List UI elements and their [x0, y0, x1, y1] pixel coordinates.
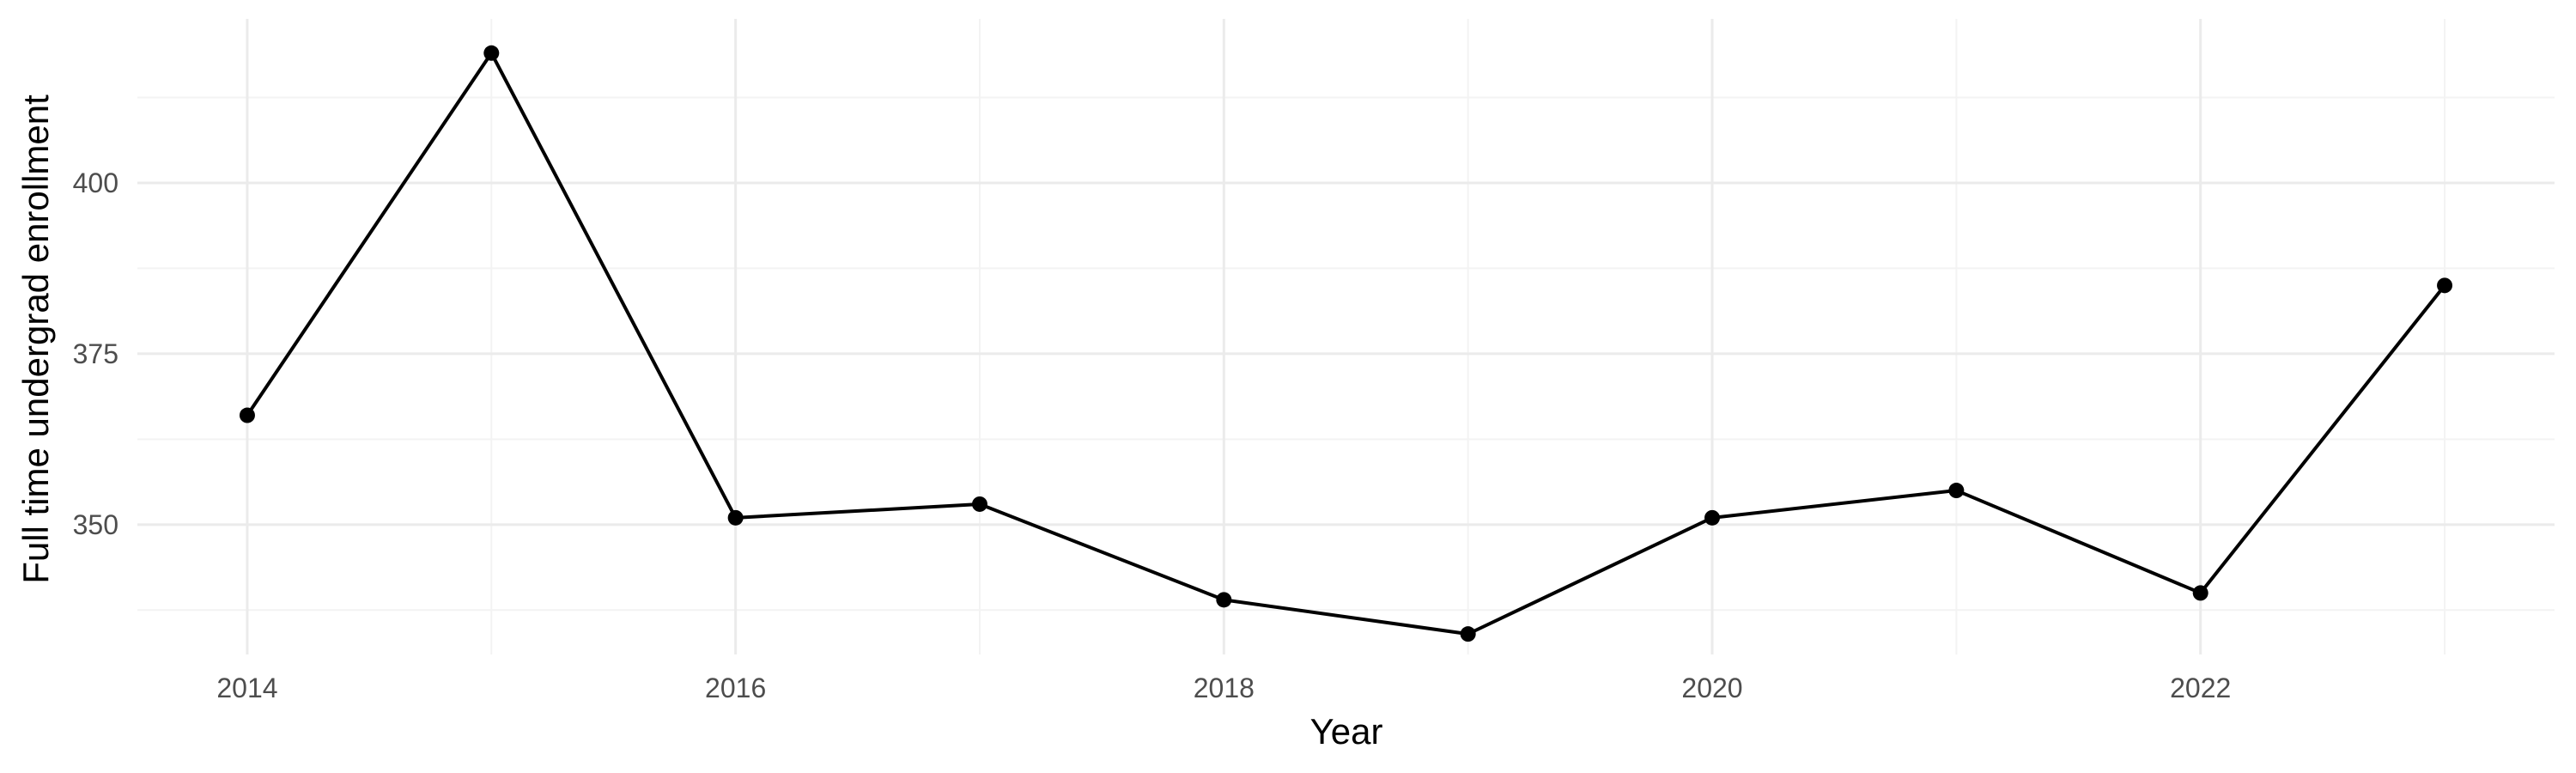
points-layer [239, 45, 2453, 642]
x-tick-label: 2022 [2170, 673, 2231, 703]
x-tick-label: 2016 [705, 673, 766, 703]
y-tick-label: 400 [73, 167, 118, 198]
minor-gridlines [137, 19, 2555, 654]
series-layer [246, 51, 2446, 636]
y-axis-title: Full time undergrad enrollment [15, 94, 56, 584]
x-tick-label: 2020 [1681, 673, 1742, 703]
data-point [727, 509, 744, 526]
y-tick-label: 375 [73, 338, 118, 369]
data-point [239, 407, 255, 423]
x-axis-title: Year [1310, 711, 1383, 752]
x-tick-label: 2014 [216, 673, 277, 703]
data-point [1460, 626, 1476, 642]
x-axis-ticks: 2014 2016 2018 2020 2022 [216, 673, 2231, 703]
data-point [1948, 483, 1965, 499]
data-point [2437, 277, 2453, 294]
y-axis-ticks: 350 375 400 [73, 167, 118, 540]
data-point [1704, 509, 1721, 526]
data-point [2192, 585, 2208, 601]
x-tick-label: 2018 [1194, 673, 1255, 703]
data-point [971, 496, 987, 512]
y-tick-label: 350 [73, 509, 118, 540]
data-point [483, 45, 500, 61]
data-point [1216, 592, 1232, 608]
major-gridlines [137, 19, 2555, 654]
series-line [246, 51, 2446, 636]
